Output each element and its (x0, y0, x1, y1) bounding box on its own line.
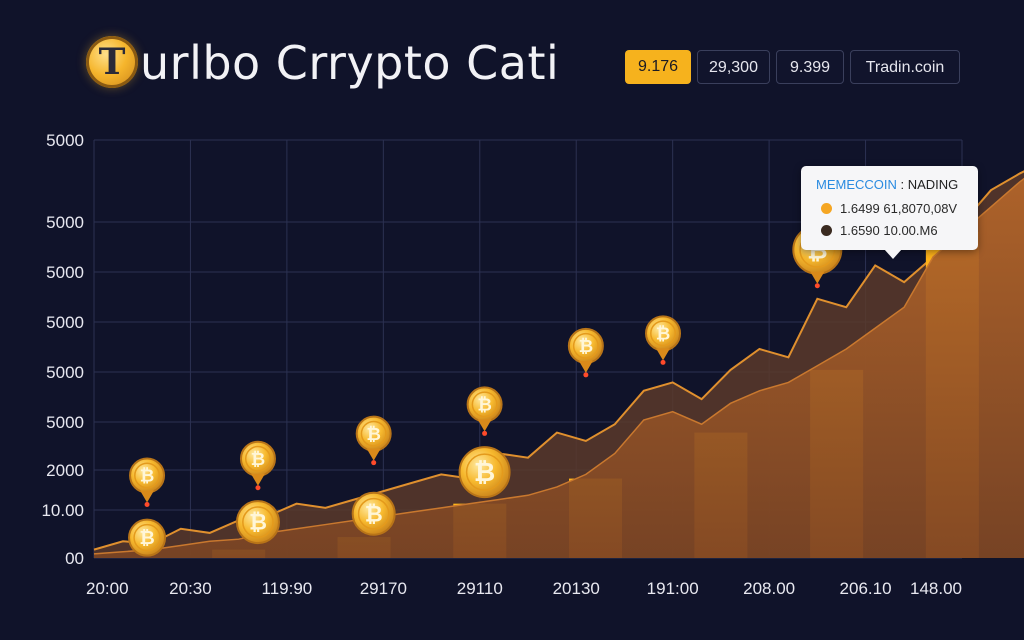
x-axis-ticks: 20:00 20:30 119:90 29170 29110 20130 191:00 208… (86, 579, 962, 598)
x-tick-label: 20:30 (169, 579, 212, 598)
y-tick-label: 5000 (46, 413, 84, 432)
orange-dot-icon (821, 203, 832, 214)
y-tick-label: 5000 (46, 213, 84, 232)
bitcoin-pin-icon: ₿ (466, 386, 503, 436)
tooltip-row-2: 1.6590 10.00.M6 (821, 223, 938, 238)
bitcoin-pin-icon: ₿ (355, 415, 392, 466)
x-tick-label: 20:00 (86, 579, 129, 598)
svg-text:₿: ₿ (249, 511, 267, 536)
bitcoin-pin-icon: ₿ (645, 315, 682, 365)
tooltip-title: MEMECCOIN : NADING (816, 177, 958, 192)
header: T urlbo Crrypto Cati 9.176 29,300 9.399 … (0, 0, 1024, 110)
svg-text:₿: ₿ (656, 323, 671, 344)
svg-text:₿: ₿ (365, 502, 383, 527)
y-axis-ticks: 5000 5000 5000 5000 5000 5000 2000 10.00 00 (41, 131, 84, 568)
svg-text:₿: ₿ (579, 336, 594, 357)
bitcoin-pin-icon: ₿ (129, 457, 166, 507)
y-tick-label: 5000 (46, 263, 84, 282)
turbo-coin-logo-icon: T (86, 36, 138, 88)
price-button-2[interactable]: 29,300 (697, 50, 770, 84)
tooltip-pointer (884, 249, 902, 259)
x-tick-label: 29170 (360, 579, 407, 598)
price-button-3[interactable]: 9.399 (776, 50, 844, 84)
bitcoin-pin-icon: ₿ (567, 327, 604, 378)
bitcoin-coin-icon: ₿ (458, 446, 511, 499)
svg-text:₿: ₿ (251, 449, 266, 470)
logo-letter: T (98, 41, 126, 83)
y-tick-label: 2000 (46, 461, 84, 480)
y-tick-label: 00 (65, 549, 84, 568)
x-tick-label: 148.00 (910, 579, 962, 598)
bitcoin-pin-icon: ₿ (239, 440, 276, 491)
tooltip-row-2-text: 1.6590 10.00.M6 (840, 223, 938, 238)
tooltip-coin-name: MEMECCOIN (816, 177, 897, 192)
tooltip-row-1: 1.6499 61,8070,08V (821, 201, 957, 216)
y-tick-label: 5000 (46, 313, 84, 332)
x-tick-label: 208.00 (743, 579, 795, 598)
tooltip: MEMECCOIN : NADING 1.6499 61,8070,08V 1.… (801, 166, 978, 250)
trading-coin-button[interactable]: Tradin.coin (850, 50, 960, 84)
x-tick-label: 191:00 (647, 579, 699, 598)
dark-dot-icon (821, 225, 832, 236)
x-tick-label: 29110 (457, 579, 503, 598)
y-tick-label: 5000 (46, 131, 84, 150)
area-series-2 (94, 178, 1024, 558)
svg-text:₿: ₿ (139, 527, 154, 549)
bitcoin-coin-icon: ₿ (128, 518, 167, 557)
bitcoin-coin-icon: ₿ (235, 500, 280, 545)
tooltip-status: : NADING (896, 177, 959, 192)
x-tick-label: 119:90 (262, 579, 313, 598)
x-tick-label: 20130 (553, 579, 600, 598)
price-button-active[interactable]: 9.176 (625, 50, 691, 84)
svg-text:₿: ₿ (477, 395, 492, 416)
tooltip-row-1-text: 1.6499 61,8070,08V (840, 201, 958, 216)
y-tick-label: 5000 (46, 363, 84, 382)
x-tick-label: 206.10 (840, 579, 892, 598)
svg-text:₿: ₿ (366, 424, 381, 445)
page-title: urlbo Crrypto Cati (140, 36, 560, 90)
svg-text:₿: ₿ (140, 466, 155, 487)
bitcoin-coin-icon: ₿ (351, 491, 396, 536)
svg-text:₿: ₿ (474, 458, 495, 488)
y-tick-label: 10.00 (41, 501, 84, 520)
